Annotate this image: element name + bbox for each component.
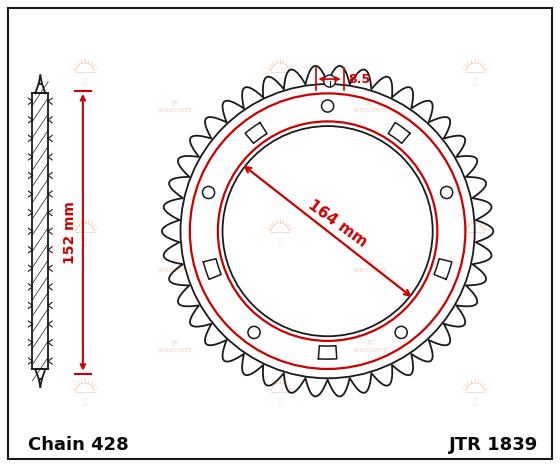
Text: JT: JT [171,100,179,106]
Text: SPROCKETS: SPROCKETS [353,348,388,354]
Text: JT: JT [171,260,179,266]
Text: Chain 428: Chain 428 [28,436,129,454]
Text: SPROCKETS: SPROCKETS [157,108,193,113]
Text: 164 mm: 164 mm [305,197,370,249]
Circle shape [321,100,334,112]
Text: 丌: 丌 [278,237,282,246]
Text: 丌: 丌 [278,77,282,86]
Text: 丌: 丌 [473,397,477,406]
Text: 8.5: 8.5 [348,72,371,85]
Polygon shape [319,346,337,359]
Text: JT: JT [171,340,179,346]
Text: 丌: 丌 [83,237,87,246]
Circle shape [203,186,214,198]
Text: JT: JT [366,260,374,266]
Text: SPROCKETS: SPROCKETS [157,269,193,274]
Polygon shape [388,122,410,143]
Text: 丌: 丌 [83,397,87,406]
Circle shape [248,326,260,339]
Polygon shape [434,259,452,279]
Text: SPROCKETS: SPROCKETS [353,108,388,113]
Text: JTR 1839: JTR 1839 [449,436,538,454]
Text: 丌: 丌 [473,77,477,86]
Text: SPROCKETS: SPROCKETS [157,348,193,354]
Text: SPROCKETS: SPROCKETS [353,269,388,274]
Text: 丌: 丌 [83,77,87,86]
Circle shape [441,186,452,198]
Polygon shape [245,122,267,143]
Circle shape [324,75,335,87]
Circle shape [395,326,407,339]
Text: 丌: 丌 [278,397,282,406]
Text: 丌: 丌 [473,237,477,246]
Text: 152 mm: 152 mm [63,201,77,264]
Polygon shape [203,259,221,279]
Text: JT: JT [366,340,374,346]
Text: JT: JT [366,100,374,106]
